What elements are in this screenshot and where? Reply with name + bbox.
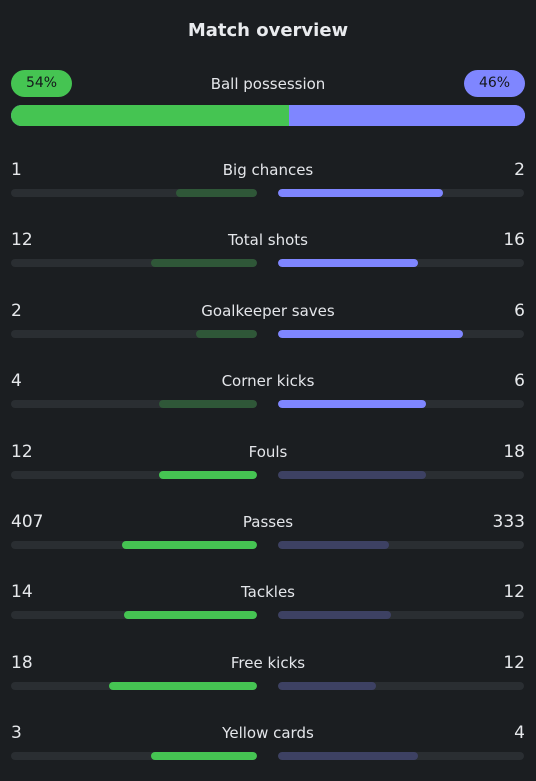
away-stat-fill [278, 400, 426, 409]
away-stat-fill [278, 611, 392, 620]
page-title: Match overview [187, 20, 349, 41]
stat-label: Free kicks [230, 653, 306, 672]
home-stat-track [11, 400, 257, 409]
stat-label: Corner kicks [221, 372, 315, 391]
away-stat-track [278, 681, 524, 690]
stat-row: 1 Big chances 2 [11, 159, 525, 199]
away-stat-fill [278, 329, 463, 338]
home-stat-value: 3 [11, 723, 22, 744]
away-stat-fill [278, 470, 426, 479]
possession-away-fill [288, 105, 525, 126]
away-stat-track [278, 470, 524, 479]
home-stat-track [11, 752, 257, 761]
away-stat-fill [278, 681, 377, 690]
possession-home-fill [11, 105, 289, 126]
home-stat-value: 1 [11, 160, 22, 180]
away-stat-value: 12 [503, 582, 525, 603]
away-stat-value: 333 [492, 512, 525, 532]
home-stat-value: 12 [11, 441, 33, 462]
home-stat-fill [121, 541, 257, 549]
home-stat-fill [151, 752, 257, 761]
stat-row: 12 Total shots 16 [11, 229, 525, 269]
possession-row: 54% Ball possession 46% [11, 70, 525, 97]
away-stat-fill [278, 541, 389, 549]
home-stat-track [11, 259, 257, 268]
home-stat-value: 12 [11, 230, 33, 251]
home-stat-track [11, 611, 257, 620]
away-stat-track [278, 329, 524, 338]
home-stat-fill [158, 470, 257, 479]
home-stat-track [11, 470, 257, 479]
home-stat-fill [151, 259, 257, 268]
possession-label: Ball possession [210, 75, 326, 93]
home-stat-track [11, 189, 257, 197]
away-stat-track [278, 189, 524, 197]
home-stat-value: 407 [11, 512, 44, 532]
away-stat-fill [278, 189, 443, 197]
away-stat-track [278, 541, 524, 549]
away-stat-value: 2 [514, 160, 525, 180]
home-stat-value: 18 [11, 652, 33, 673]
away-stat-value: 18 [503, 441, 525, 462]
home-stat-fill [124, 611, 257, 620]
away-possession-badge: 46% [464, 70, 525, 97]
stat-label: Passes [242, 513, 294, 531]
stat-label: Yellow cards [222, 724, 314, 743]
stat-label: Goalkeeper saves [201, 301, 335, 320]
stat-row: 14 Tackles 12 [11, 581, 525, 621]
away-stat-track [278, 752, 524, 761]
possession-bar [11, 105, 525, 126]
stat-label: Tackles [240, 583, 296, 602]
stat-row: 4 Corner kicks 6 [11, 370, 525, 410]
away-stat-value: 4 [514, 723, 525, 744]
home-stat-fill [109, 681, 257, 690]
stat-row: 2 Goalkeeper saves 6 [11, 300, 525, 340]
home-stat-track [11, 541, 257, 549]
stat-row: 407 Passes 333 [11, 511, 525, 551]
home-stat-fill [158, 400, 257, 409]
away-stat-track [278, 611, 524, 620]
away-stat-value: 16 [503, 230, 525, 251]
stat-row: 3 Yellow cards 4 [11, 722, 525, 762]
stat-label: Big chances [222, 161, 314, 179]
home-possession-badge: 54% [11, 70, 72, 97]
home-stat-track [11, 681, 257, 690]
home-stat-fill [195, 329, 257, 338]
home-stat-fill [175, 189, 257, 197]
away-stat-fill [278, 259, 419, 268]
away-stat-fill [278, 752, 419, 761]
stat-label: Total shots [228, 231, 308, 250]
away-stat-value: 6 [514, 371, 525, 392]
home-stat-value: 2 [11, 300, 22, 321]
away-stat-value: 6 [514, 300, 525, 321]
away-stat-track [278, 400, 524, 409]
stat-row: 18 Free kicks 12 [11, 652, 525, 692]
home-stat-track [11, 329, 257, 338]
home-stat-value: 14 [11, 582, 33, 603]
stat-label: Fouls [248, 442, 288, 461]
away-stat-track [278, 259, 524, 268]
stat-row: 12 Fouls 18 [11, 441, 525, 481]
home-stat-value: 4 [11, 371, 22, 392]
away-stat-value: 12 [503, 652, 525, 673]
